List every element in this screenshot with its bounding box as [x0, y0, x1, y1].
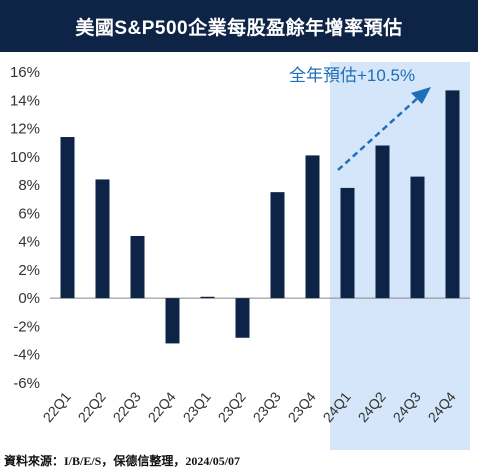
bar-22q2	[95, 179, 110, 299]
y-tick-label: 2%	[18, 262, 40, 279]
trend-arrow-head	[411, 87, 431, 104]
x-tick-label: 23Q3	[250, 388, 284, 425]
chart-title: 美國S&P500企業每股盈餘年增率預估	[0, 0, 478, 52]
x-tick-label: 22Q4	[145, 388, 179, 425]
bar-23q4	[305, 155, 320, 299]
bars-group	[60, 90, 460, 344]
y-tick-label: 4%	[18, 234, 40, 251]
y-tick-label: -2%	[13, 318, 40, 335]
bar-23q1	[200, 296, 215, 299]
bar-chart: -6% -4% -2% 0% 2% 4% 6% 8% 10% 12% 14% 16% 22Q1 22Q2…	[10, 62, 470, 450]
y-tick-label: 6%	[18, 205, 40, 222]
trend-arrow-line	[337, 95, 421, 171]
y-tick-label: 14%	[10, 92, 40, 109]
y-tick-label: 16%	[10, 64, 40, 81]
y-tick-label: -4%	[13, 347, 40, 364]
x-tick-label: 22Q1	[40, 388, 74, 425]
y-axis: -6% -4% -2% 0% 2% 4% 6% 8% 10% 12% 14% 16%	[10, 64, 40, 392]
y-tick-label: -6%	[13, 375, 40, 392]
bar-24q4	[445, 90, 460, 299]
forecast-annotation: 全年預估+10.5%	[289, 66, 431, 171]
bar-22q3	[130, 235, 145, 299]
y-tick-label: 12%	[10, 121, 40, 138]
y-tick-label: 8%	[18, 177, 40, 194]
y-tick-label: 0%	[18, 290, 40, 307]
bar-24q3	[410, 176, 425, 299]
x-tick-label: 23Q2	[215, 388, 249, 425]
x-tick-label: 22Q3	[110, 388, 144, 425]
x-tick-label: 23Q4	[285, 388, 319, 425]
bar-22q4	[165, 298, 180, 344]
bar-24q2	[375, 145, 390, 299]
y-tick-label: 10%	[10, 149, 40, 166]
annotation-text: 全年預估+10.5%	[289, 66, 415, 85]
source-note: 資料來源：I/B/E/S，保德信整理，2024/05/07	[4, 454, 241, 468]
bar-23q3	[270, 192, 285, 299]
x-tick-label: 23Q1	[180, 388, 214, 425]
bar-24q1	[340, 187, 355, 299]
bar-22q1	[60, 137, 75, 299]
x-tick-label: 22Q2	[75, 388, 109, 425]
bar-23q2	[235, 298, 250, 338]
